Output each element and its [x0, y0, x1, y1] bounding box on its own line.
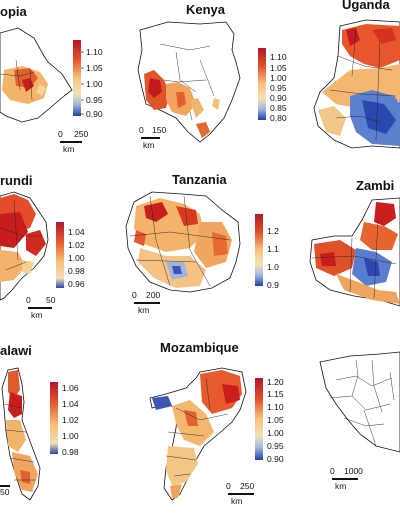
colorbar-ethiopia [73, 40, 81, 116]
scale-bar-malawi: 50 [0, 485, 10, 497]
colorbar-malawi [50, 382, 58, 454]
colorbar-ticks-burundi: 1.04 1.02 1.00 0.98 0.96 [68, 227, 85, 289]
colorbar-tick: 0.85 [270, 103, 287, 113]
colorbar-tick: 0.9 [267, 280, 279, 290]
colorbar-tick: 0.96 [68, 279, 85, 289]
colorbar-kenya [258, 48, 266, 120]
scale-label: 250 [74, 129, 88, 139]
scale-label: 200 [146, 290, 160, 300]
colorbar-tanzania [255, 214, 263, 286]
scale-unit: km [143, 140, 154, 150]
scale-label: 1000 [344, 466, 363, 476]
colorbar-tick: 1.1 [267, 244, 279, 254]
colorbar-ticks-tanzania: 1.2 1.1 1.0 0.9 [267, 226, 279, 290]
colorbar-tick: 1.15 [267, 389, 284, 399]
panel-kenya: Kenya 1.10 1.05 1.00 0.95 0.90 0.85 0.80… [137, 2, 287, 150]
colorbar-tick: 0.98 [68, 266, 85, 276]
panel-title-malawi: alawi [0, 343, 32, 358]
panel-title-tanzania: Tanzania [172, 172, 227, 187]
scale-label: 0 [132, 290, 137, 300]
panel-mozambique: Mozambique 1.20 1.15 1.10 1.05 1.00 0.95… [149, 340, 284, 506]
panel-title-kenya: Kenya [186, 2, 226, 17]
scale-label: 150 [152, 125, 166, 135]
colorbar-tick: 1.10 [267, 402, 284, 412]
colorbar-tick: 1.10 [270, 52, 287, 62]
panel-title-zambia: Zambi [356, 178, 394, 193]
scale-unit: km [231, 496, 242, 506]
panel-malawi: alawi 1.06 1.04 1.02 1.00 0.98 50 [0, 343, 79, 501]
scale-unit: km [63, 144, 74, 154]
colorbar-tick: 1.04 [62, 399, 79, 409]
scale-unit: km [335, 481, 346, 491]
panel-title-burundi: rundi [0, 173, 33, 188]
colorbar-tick: 1.20 [267, 377, 284, 387]
scale-label: 250 [240, 481, 254, 491]
panel-title-ethiopia: opia [0, 4, 27, 19]
scale-label: 0 [139, 125, 144, 135]
scale-bar-kenya: 0 150 km [139, 125, 166, 150]
colorbar-tick: 1.0 [267, 262, 279, 272]
colorbar-tick: 1.05 [270, 63, 287, 73]
panel-zambia: Zambi [309, 178, 400, 307]
panel-title-mozambique: Mozambique [160, 340, 239, 355]
colorbar-tick: 1.05 [86, 63, 103, 73]
colorbar-ticks-kenya: 1.10 1.05 1.00 0.95 0.90 0.85 0.80 [270, 52, 287, 123]
colorbar-tick: 1.02 [68, 240, 85, 250]
scale-label: 50 [46, 295, 56, 305]
colorbar-tick: 1.00 [270, 73, 287, 83]
colorbar-tick: 1.06 [62, 383, 79, 393]
panel-ethiopia: opia 1.10 1.05 1.00 0.95 0.90 0 250 km [0, 4, 103, 154]
scale-label: 0 [58, 129, 63, 139]
scale-label: 0 [226, 481, 231, 491]
scale-bar-burundi: 0 50 km [26, 295, 56, 320]
colorbar-tick: 0.95 [267, 441, 284, 451]
panel-tanzania: Tanzania 1.2 1.1 1.0 0.9 0 200 km [125, 172, 279, 315]
colorbar-tick: 1.10 [86, 47, 103, 57]
colorbar-tick: 0.95 [270, 83, 287, 93]
colorbar-tick: 1.00 [86, 79, 103, 89]
colorbar-tick: 1.00 [68, 253, 85, 263]
colorbar-tick: 1.00 [267, 428, 284, 438]
scale-bar-tanzania: 0 200 km [132, 290, 160, 315]
colorbar-tick: 1.04 [68, 227, 85, 237]
colorbar-tick: 0.90 [270, 93, 287, 103]
colorbar-mozambique [255, 378, 263, 460]
scale-unit: km [138, 305, 149, 315]
colorbar-tick: 1.02 [62, 415, 79, 425]
colorbar-tick: 1.05 [267, 415, 284, 425]
colorbar-tick: 1.2 [267, 226, 279, 236]
colorbar-tick: 1.00 [62, 431, 79, 441]
colorbar-tick: 0.90 [86, 109, 103, 119]
scale-label: 0 [26, 295, 31, 305]
colorbar-ticks-ethiopia: 1.10 1.05 1.00 0.95 0.90 [81, 47, 103, 119]
panel-uganda: Uganda [313, 0, 400, 149]
colorbar-burundi [56, 222, 64, 288]
panel-africa-overview: 0 1000 km [319, 351, 400, 491]
panel-title-uganda: Uganda [342, 0, 390, 12]
scale-bar-ethiopia: 0 250 km [58, 129, 88, 154]
scale-unit: km [31, 310, 42, 320]
colorbar-ticks-mozambique: 1.20 1.15 1.10 1.05 1.00 0.95 0.90 [267, 377, 284, 464]
scale-label: 50 [0, 487, 10, 497]
colorbar-tick: 0.98 [62, 447, 79, 457]
scale-label: 0 [330, 466, 335, 476]
colorbar-ticks-malawi: 1.06 1.04 1.02 1.00 0.98 [62, 383, 79, 457]
colorbar-tick: 0.90 [267, 454, 284, 464]
panel-burundi: rundi 1.04 1.02 1.00 0.98 0.96 0 50 km [0, 173, 85, 320]
scale-bar-africa: 0 1000 km [330, 466, 363, 491]
colorbar-tick: 0.80 [270, 113, 287, 123]
colorbar-tick: 0.95 [86, 95, 103, 105]
scale-bar-mozambique: 0 250 km [226, 481, 254, 506]
